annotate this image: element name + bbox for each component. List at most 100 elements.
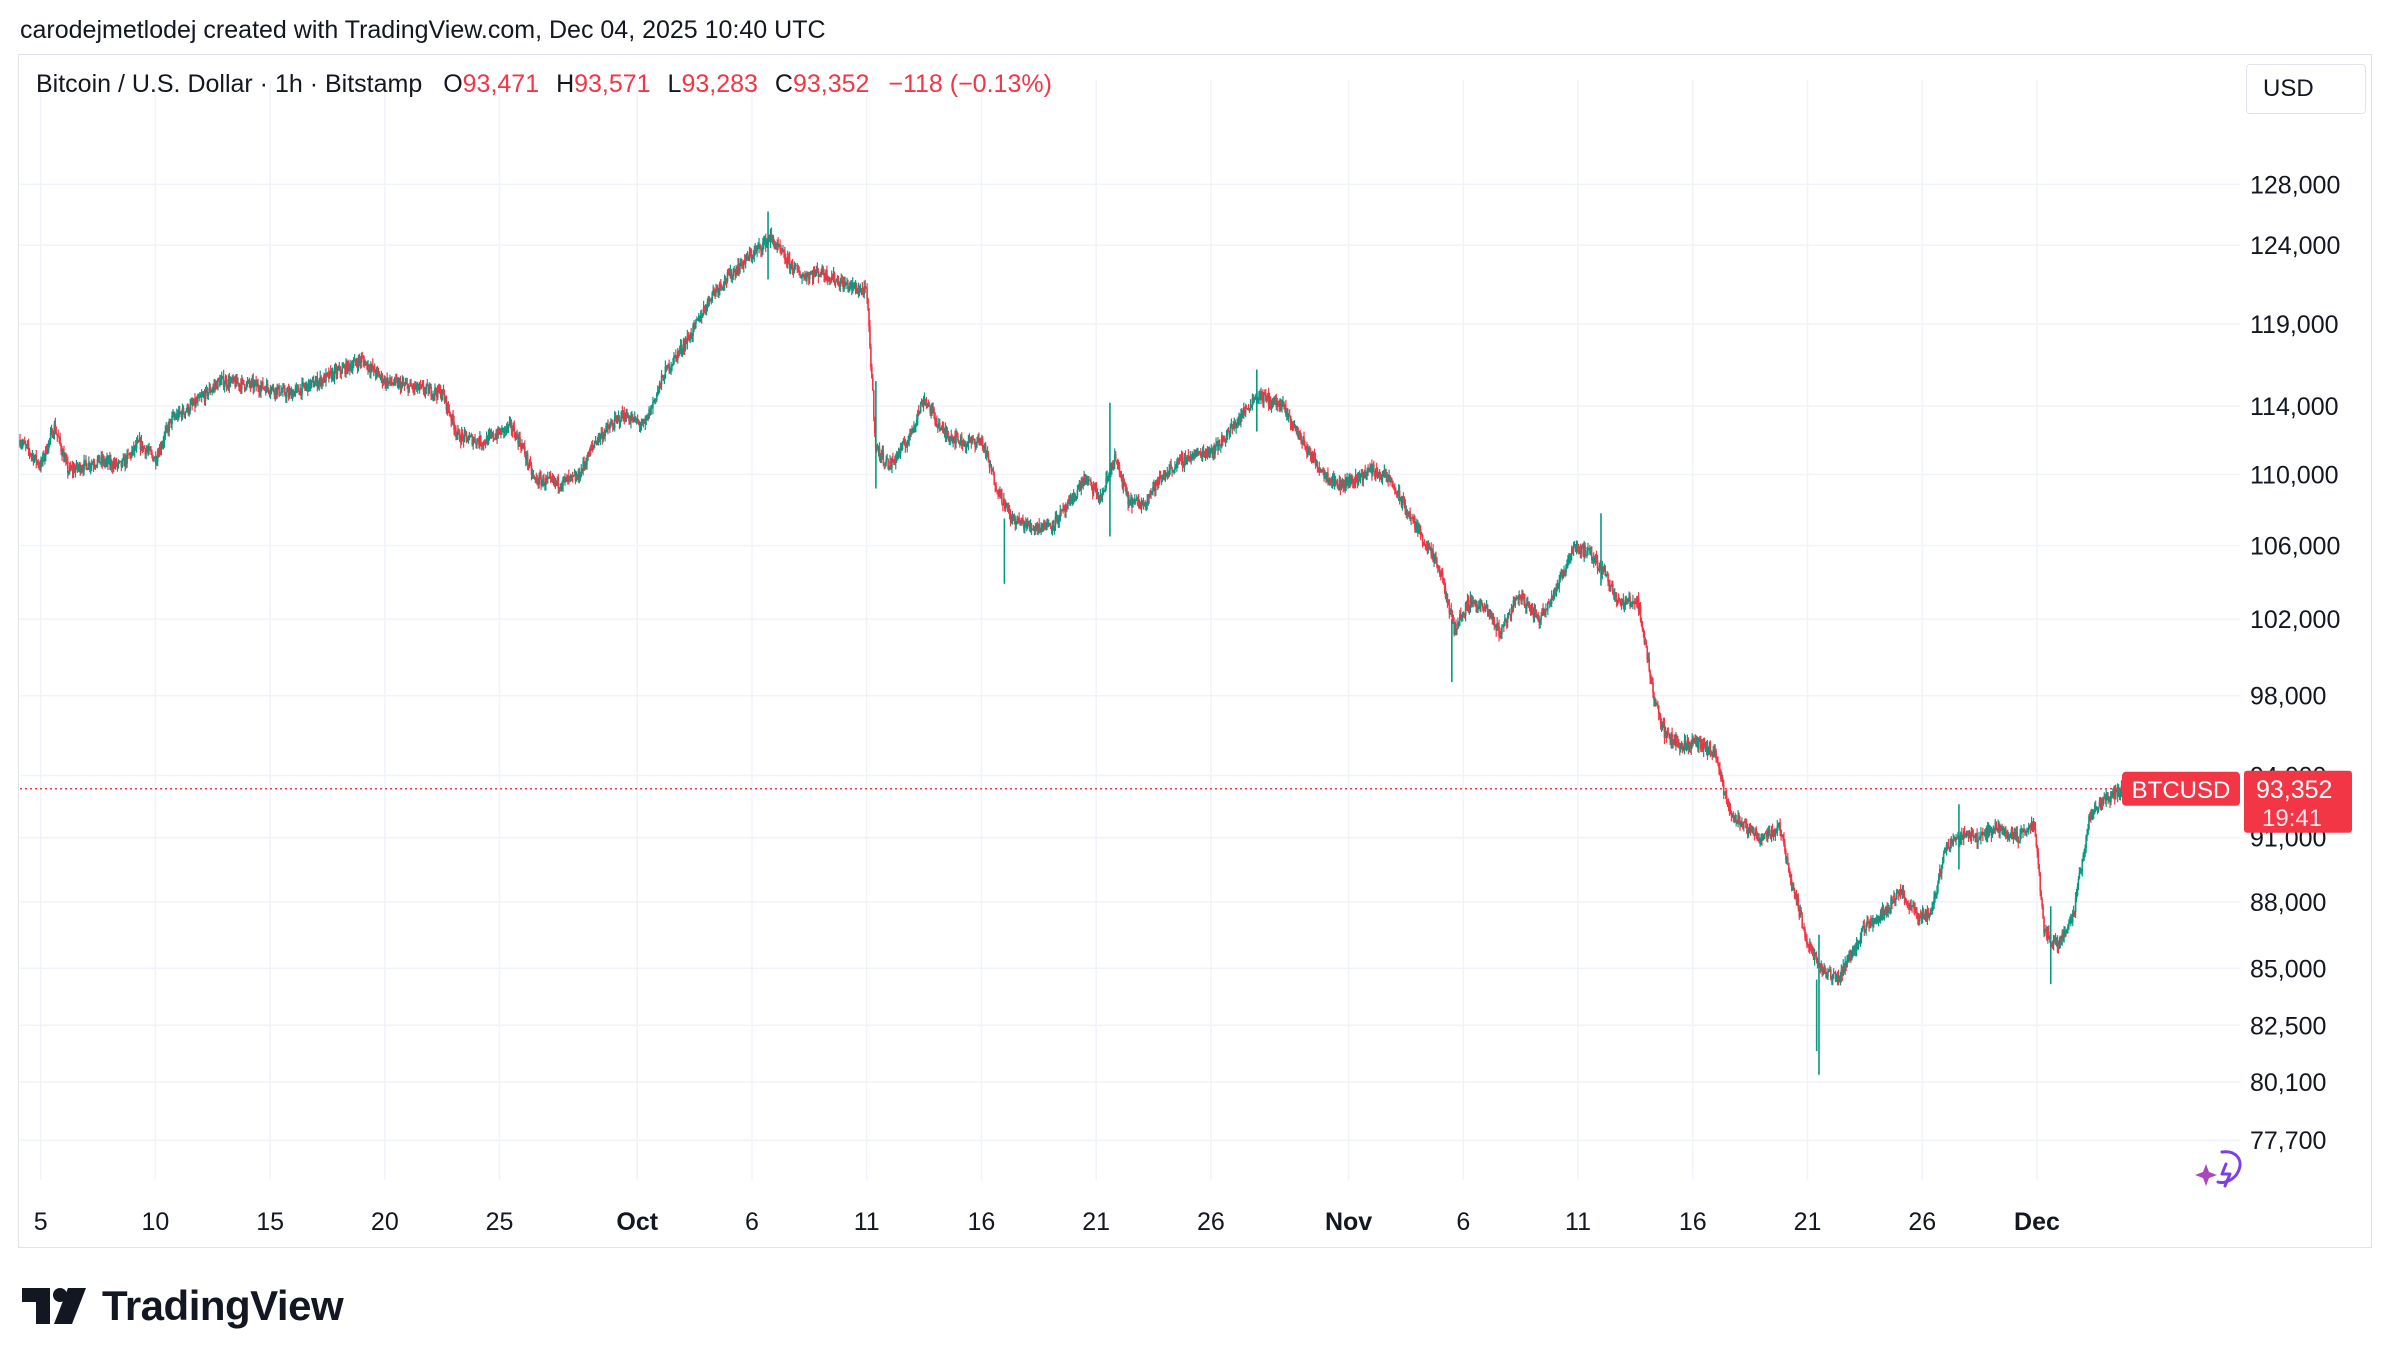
candle [1574,543,1577,553]
candle-body [1415,527,1417,530]
candle-body [254,381,256,384]
candle [89,463,92,475]
candle [1498,619,1500,642]
candle [171,411,173,430]
candle-body [442,389,445,395]
candle [968,433,971,444]
candle-body [1120,475,1123,480]
candle-body [281,391,283,393]
candle [534,477,537,483]
candle [192,397,194,407]
candle-body [391,382,393,384]
candle [180,410,183,422]
candle [55,426,58,435]
candle [1120,470,1123,482]
candle [103,455,105,468]
candle [467,435,470,444]
candle [466,436,469,443]
candle-body [778,244,780,247]
candle-body [990,465,993,472]
candle-body [480,436,482,446]
candle [1491,612,1494,625]
candle-body [409,382,411,386]
candle-body [413,384,415,390]
candle [269,385,272,399]
candle [1200,451,1203,462]
candle [1336,478,1339,489]
candle [546,475,548,485]
candle-body [1352,479,1355,483]
candle-body [742,263,744,268]
candle [1296,425,1299,437]
candle [885,455,888,467]
candle-body [1257,397,1259,400]
candle [1393,484,1395,491]
candle [1441,567,1444,584]
candle [955,428,957,449]
candle [609,421,611,434]
candle-body [643,421,646,424]
candle-body [1433,558,1435,562]
candle [1051,520,1054,536]
candle [969,436,972,444]
candle-body [729,269,732,276]
candle-body [803,275,805,277]
candle [1400,495,1403,509]
candle-body [645,419,648,421]
candle-body [328,370,331,379]
candle [382,378,385,386]
candle [91,460,94,465]
candle [69,461,72,472]
candle [1218,439,1220,451]
candle-body [1060,510,1062,512]
candle-body [1146,499,1149,504]
candle [916,414,918,427]
candle [41,457,43,467]
candle [26,440,29,450]
candle-body [488,434,491,436]
candle [1289,415,1292,431]
candle-body [125,457,127,464]
candle [1135,494,1138,502]
candle [1480,598,1482,613]
candle-body [917,411,920,413]
candle-body [367,364,369,370]
candle [218,377,220,382]
candle [531,468,534,480]
candle-body [670,365,672,370]
candle-body [67,472,70,474]
candle [301,377,303,401]
candle [1207,446,1210,458]
candle-body [1386,474,1389,478]
candle [563,476,565,483]
candle [1016,515,1018,525]
candle-body [1328,480,1330,483]
candle-body [356,364,359,368]
candle-body [188,411,191,413]
candle-body [453,421,455,430]
candle [1133,494,1136,506]
candle [1320,468,1323,474]
candle-body [1124,482,1127,487]
chart-panel[interactable] [18,54,2372,1248]
candle [696,316,698,321]
candle [1411,513,1413,519]
candle-body [122,457,125,460]
candle [936,415,938,428]
candle [32,453,35,466]
candle [1510,603,1513,622]
candle [1189,450,1192,463]
candle-body [1347,478,1349,483]
candle [304,382,306,392]
candle [52,430,55,440]
candle-body [612,426,615,429]
candle-body [563,477,565,479]
candle [628,414,630,425]
candle [849,281,851,292]
candle [1414,515,1416,533]
candle [542,474,544,488]
candle-body [1357,476,1360,482]
candle-body [1331,474,1334,484]
candle-body [1501,627,1503,634]
